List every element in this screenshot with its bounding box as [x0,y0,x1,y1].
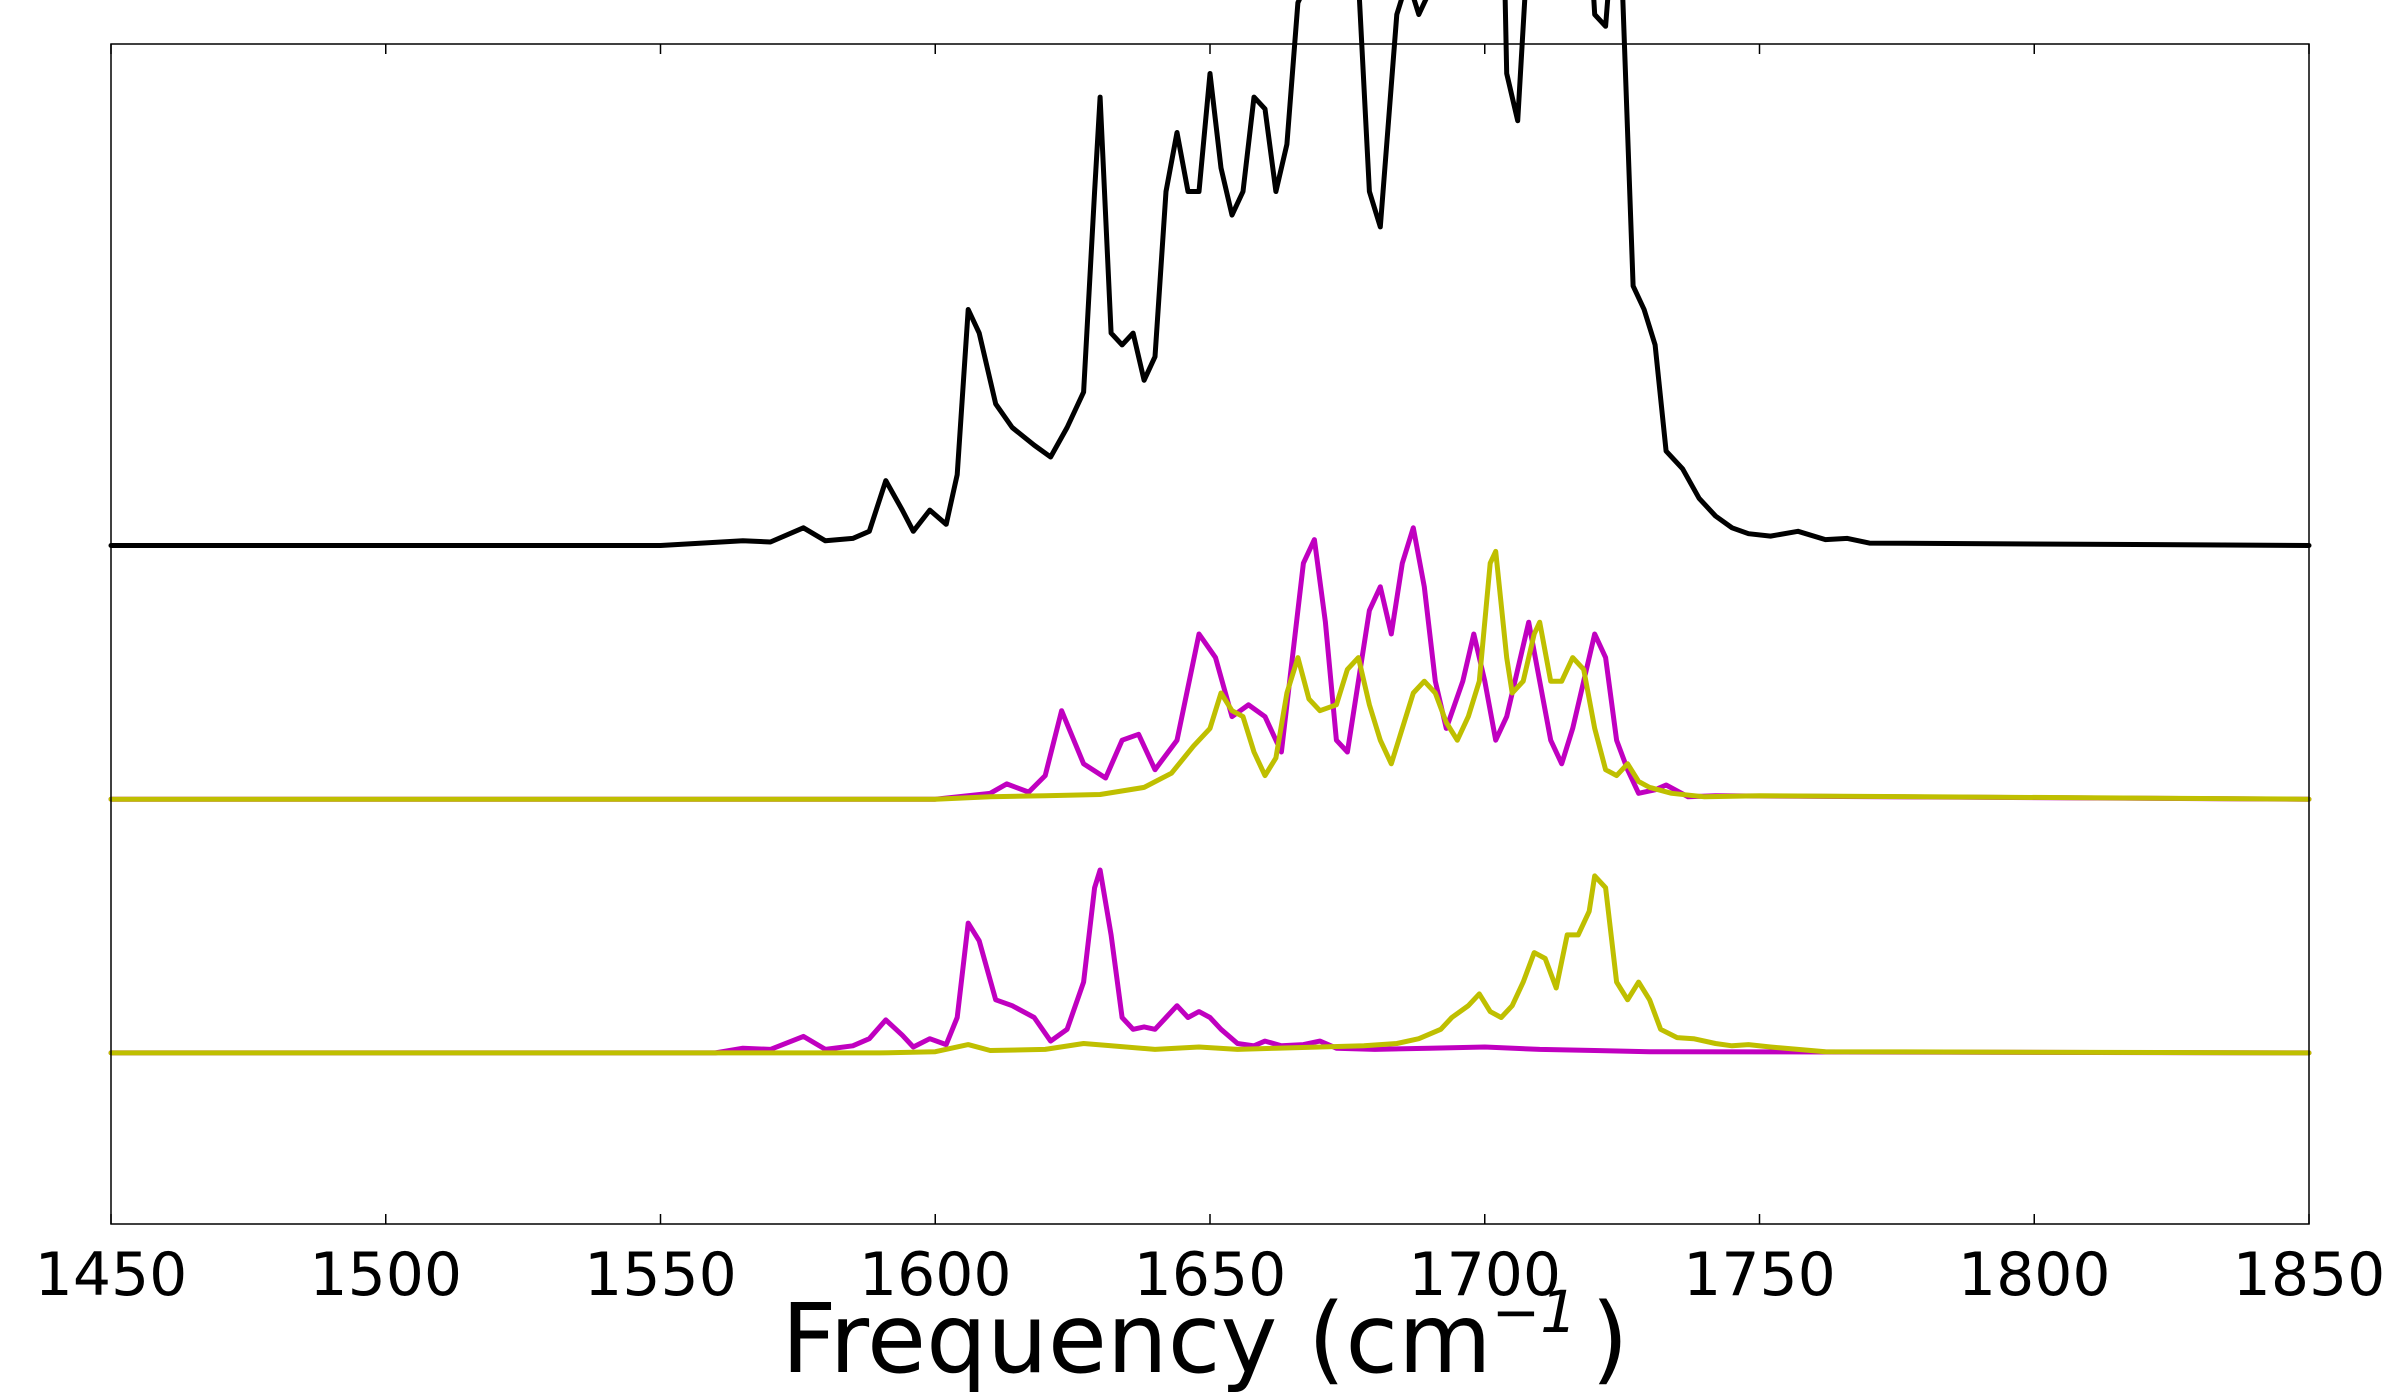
x-axis-ticks: 1450 1500 1550 1600 1650 1700 1750 1800 1850 [35,44,2386,1310]
x-tick-label: 1600 [859,1240,1012,1310]
x-axis-label-suffix: ) [1591,1283,1628,1393]
x-tick-label: 1650 [1134,1240,1287,1310]
x-tick-label: 1750 [1683,1240,1836,1310]
x-tick-label: 1850 [2233,1240,2386,1310]
x-tick-label: 1800 [1958,1240,2111,1310]
x-tick-label: 1450 [35,1240,188,1310]
x-tick-label: 1700 [1408,1240,1561,1310]
x-axis-label-text: Frequency (cm [781,1283,1491,1393]
series-line-middle-1 [108,525,2312,802]
series-line-top-0 [108,0,2312,548]
series-line-bottom-4 [108,873,2312,1056]
series-line-middle-2 [108,548,2312,802]
x-axis-label-superscript: −1 [1492,1278,1578,1346]
x-tick-label: 1500 [309,1240,462,1310]
x-tick-label: 1550 [584,1240,737,1310]
x-axis-label: Frequency (cm−1) [781,1278,1628,1393]
series-layer [108,0,2312,1056]
series-line-bottom-3 [108,867,2312,1056]
